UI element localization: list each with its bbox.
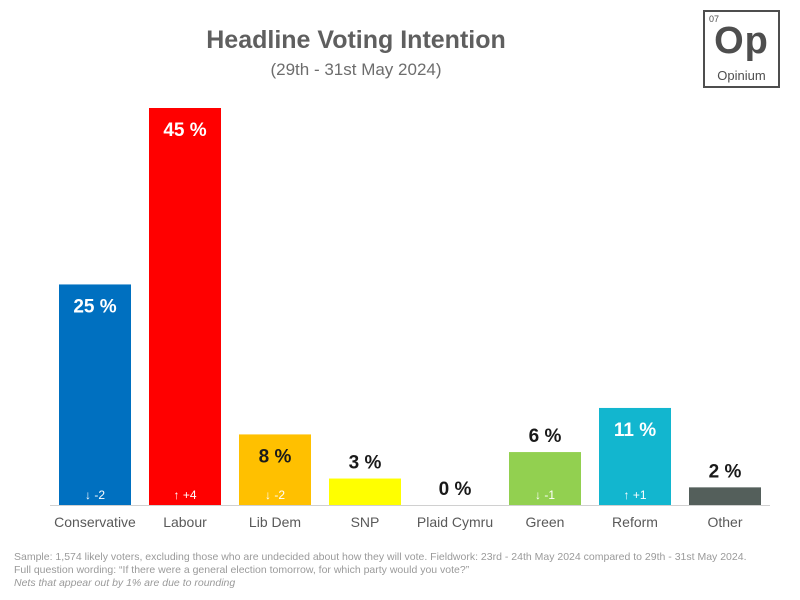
footer-notes: Sample: 1,574 likely voters, excluding t… xyxy=(14,551,794,590)
bar-labour xyxy=(149,108,221,505)
value-label-plaid-cymru: 0 % xyxy=(439,479,472,500)
category-label-other: Other xyxy=(707,514,742,530)
change-label-labour: ↑ +4 xyxy=(173,488,196,502)
value-label-reform: 11 % xyxy=(614,420,656,441)
logo-name: Opinium xyxy=(717,68,766,83)
footer-rounding-note: Nets that appear out by 1% are due to ro… xyxy=(14,577,236,589)
value-label-conservative: 25 % xyxy=(73,296,116,317)
bar-snp xyxy=(329,478,401,505)
footer-sample: Sample: 1,574 likely voters, excluding t… xyxy=(14,551,747,563)
category-label-conservative: Conservative xyxy=(54,514,136,530)
bar-reform xyxy=(599,407,671,505)
bars-group xyxy=(59,108,761,505)
logo-number: 07 xyxy=(709,14,720,24)
change-label-green: ↓ -1 xyxy=(535,488,555,502)
chart-title: Headline Voting Intention xyxy=(206,26,506,54)
change-label-reform: ↑ +1 xyxy=(623,488,646,502)
voting-intention-bar-chart: 25 % ↓ -2 Conservative 45 % ↑ +4 Labour 8 % ↓ -… xyxy=(50,108,770,530)
category-label-reform: Reform xyxy=(612,514,658,530)
change-label-conservative: ↓ -2 xyxy=(85,488,105,502)
bar-green xyxy=(509,452,581,505)
chart-subtitle: (29th - 31st May 2024) xyxy=(270,60,442,79)
value-label-other: 2 % xyxy=(709,461,742,482)
footer-question: Full question wording: “If there were a … xyxy=(14,564,470,576)
value-label-labour: 45 % xyxy=(163,120,206,141)
value-label-lib-dem: 8 % xyxy=(259,446,292,467)
category-label-lib-dem: Lib Dem xyxy=(249,514,301,530)
bar-other xyxy=(689,487,761,505)
category-label-green: Green xyxy=(526,514,565,530)
category-label-snp: SNP xyxy=(351,514,380,530)
value-label-green: 6 % xyxy=(529,426,562,447)
category-label-plaid-cymru: Plaid Cymru xyxy=(417,514,493,530)
bar-lib-dem xyxy=(239,434,311,505)
bar-conservative xyxy=(59,284,131,505)
category-label-labour: Labour xyxy=(163,514,207,530)
logo-symbol: Op xyxy=(714,20,769,62)
labels-group: 25 % ↓ -2 Conservative 45 % ↑ +4 Labour 8 % ↓ -… xyxy=(54,120,743,530)
change-label-lib-dem: ↓ -2 xyxy=(265,488,285,502)
value-label-snp: 3 % xyxy=(349,453,382,474)
opinium-logo: 07 Op Opinium xyxy=(703,10,780,88)
